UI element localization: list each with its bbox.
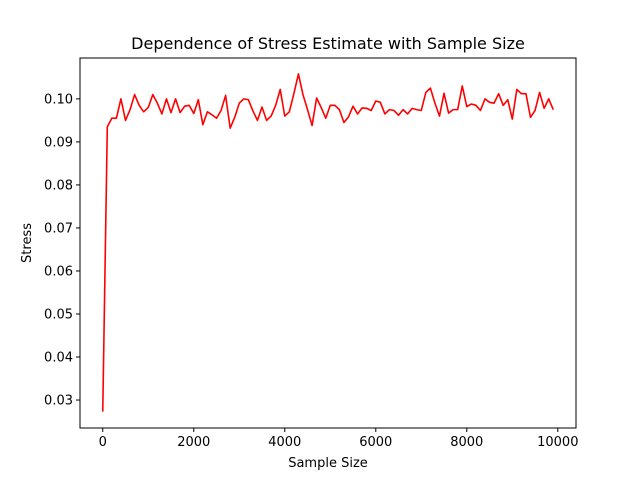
- x-tick-label: 6000: [359, 435, 392, 450]
- chart-title: Dependence of Stress Estimate with Sampl…: [131, 34, 525, 53]
- y-tick-label: 0.07: [44, 221, 73, 236]
- x-tick-label: 8000: [450, 435, 483, 450]
- y-tick-label: 0.09: [44, 135, 73, 150]
- x-tick-label: 4000: [268, 435, 301, 450]
- y-tick-label: 0.05: [44, 307, 73, 322]
- y-axis: 0.03 0.04 0.05 0.06 0.07 0.08 0.09 0.10: [44, 92, 80, 409]
- y-tick-label: 0.08: [44, 178, 73, 193]
- y-tick-label: 0.06: [44, 264, 73, 279]
- plot-frame: [80, 58, 576, 428]
- series-line: [101, 73, 554, 412]
- y-tick-label: 0.10: [44, 92, 73, 107]
- x-tick-label: 10000: [537, 435, 578, 450]
- x-tick-label: 2000: [177, 435, 210, 450]
- axes-border: [79, 57, 577, 429]
- x-axis-label: Sample Size: [288, 456, 368, 471]
- series-layer: [101, 73, 554, 412]
- plot-area: 0 2000 4000 6000 8000 10000 0.030.040.050.060…: [44, 57, 578, 450]
- y-tick-label: 0.03: [44, 394, 73, 409]
- x-axis: 0 2000 4000 6000 8000 10000: [99, 428, 578, 450]
- y-tick-label: 0.04: [44, 351, 73, 366]
- y-axis-label: Stress: [20, 223, 35, 263]
- x-tick-label: 0: [99, 435, 107, 450]
